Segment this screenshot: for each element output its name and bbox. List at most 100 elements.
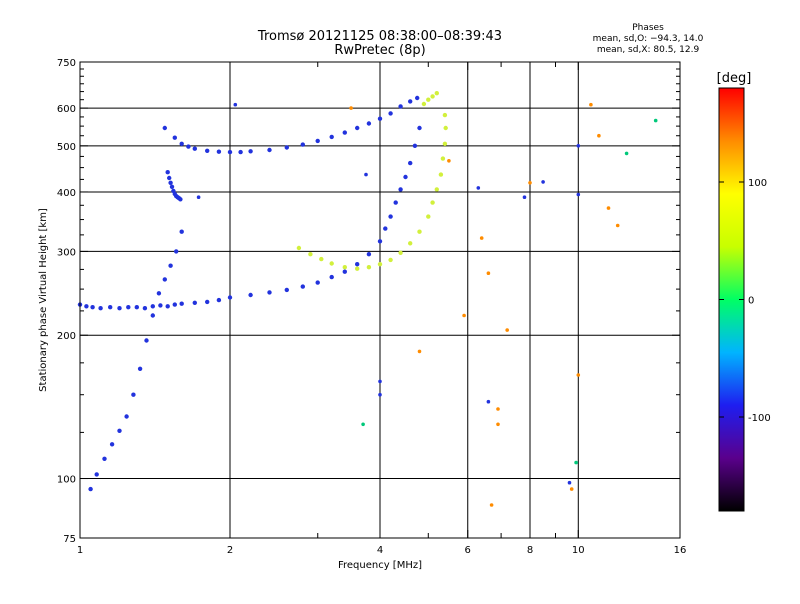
data-point-scattered <box>522 195 527 199</box>
data-point-o <box>366 252 372 257</box>
data-point-x <box>366 265 372 270</box>
colorbar-tick-label: 0 <box>748 296 754 307</box>
data-point-scattered <box>496 422 500 427</box>
data-point-o <box>315 138 320 144</box>
chart-subtitle: RwPretec (8p) <box>334 43 425 58</box>
data-point-scattered <box>196 195 201 199</box>
data-point-scattered <box>417 349 422 354</box>
data-point-o <box>393 200 398 205</box>
data-point-o <box>168 180 173 185</box>
data-layer <box>77 91 658 507</box>
data-point-o <box>355 262 360 267</box>
data-point-o <box>284 145 289 150</box>
data-point-o <box>90 305 95 310</box>
data-point-o <box>168 263 173 268</box>
data-point-o <box>150 304 155 309</box>
data-point-o <box>284 287 289 293</box>
data-point-x <box>388 257 393 263</box>
x-tick-label: 2 <box>227 545 233 556</box>
data-point-o <box>342 130 347 135</box>
data-point-x <box>443 125 448 131</box>
data-point-o <box>192 146 197 151</box>
data-point-scattered <box>378 392 382 397</box>
data-point-o <box>205 148 210 153</box>
data-point-scattered <box>489 503 494 507</box>
data-point-o <box>169 184 175 189</box>
x-tick-label: 6 <box>465 545 471 556</box>
y-tick-label: 400 <box>57 188 76 199</box>
data-point-x <box>442 112 448 118</box>
x-tick-label: 16 <box>674 545 687 556</box>
data-point-x <box>342 265 347 270</box>
data-point-o <box>179 229 184 234</box>
data-point-o <box>179 141 184 146</box>
data-point-scattered <box>574 460 578 465</box>
data-point-x <box>426 214 431 219</box>
data-point-scattered <box>528 181 532 185</box>
data-point-scattered <box>569 487 574 491</box>
data-point-x <box>377 262 383 267</box>
data-point-o <box>329 274 334 280</box>
data-point-o <box>408 99 413 104</box>
data-point-o <box>131 392 136 397</box>
data-point-o <box>227 149 233 155</box>
data-point-scattered <box>653 118 658 123</box>
colorbar-tick-label: 100 <box>748 178 767 189</box>
data-point-x <box>398 250 403 255</box>
data-point-o <box>156 291 162 296</box>
data-point-o <box>398 187 403 192</box>
data-point-scattered <box>476 186 481 190</box>
data-point-o <box>415 95 420 101</box>
grid-layer <box>80 62 680 538</box>
data-point-x <box>426 97 431 102</box>
y-tick-label: 300 <box>57 247 76 258</box>
data-point-o <box>383 226 388 231</box>
data-point-o <box>165 170 170 175</box>
data-point-o <box>267 290 272 295</box>
data-point-o <box>134 305 139 310</box>
data-point-o <box>172 135 177 140</box>
data-point-o <box>267 147 272 153</box>
data-point-x <box>434 187 439 192</box>
colorbar-tick-label: -100 <box>748 413 771 424</box>
data-point-o <box>238 149 243 155</box>
data-point-scattered <box>541 180 545 184</box>
data-point-o <box>162 277 167 282</box>
data-point-o <box>315 280 320 285</box>
data-point-x <box>421 101 427 107</box>
stats-line-x: mean, sd,X: 80.5, 12.9 <box>597 45 700 55</box>
data-point-o <box>300 284 305 289</box>
data-point-o <box>366 121 372 126</box>
data-point-o <box>179 301 184 306</box>
data-point-o <box>408 160 413 166</box>
y-tick-label: 600 <box>57 104 76 115</box>
data-point-o <box>248 292 253 298</box>
y-tick-label: 200 <box>57 331 76 342</box>
data-point-scattered <box>486 271 491 276</box>
data-point-o <box>417 125 422 131</box>
data-point-x <box>430 200 435 205</box>
data-point-o <box>124 414 129 419</box>
x-tick-label: 10 <box>572 545 585 556</box>
data-point-o <box>178 197 183 202</box>
data-point-o <box>186 144 191 149</box>
data-point-o <box>150 313 155 318</box>
data-point-scattered <box>567 480 572 485</box>
data-point-o <box>102 456 107 461</box>
data-point-scattered <box>462 313 466 318</box>
data-point-o <box>88 486 93 492</box>
x-tick-label: 4 <box>377 545 383 556</box>
data-point-o <box>172 302 177 307</box>
data-point-x <box>408 241 413 246</box>
data-point-o <box>300 142 305 147</box>
data-point-o <box>109 442 115 447</box>
data-point-scattered <box>589 102 593 107</box>
data-point-scattered <box>496 407 500 411</box>
axis-layer: 1 2 4 6 8 10 16 75 100 200 300 400 500 600 750 <box>57 58 686 556</box>
data-point-scattered <box>479 236 484 240</box>
data-point-scattered <box>447 159 451 163</box>
y-tick-label: 100 <box>57 475 76 486</box>
y-tick-label: 500 <box>57 142 76 153</box>
y-tick-label: 75 <box>63 534 76 545</box>
